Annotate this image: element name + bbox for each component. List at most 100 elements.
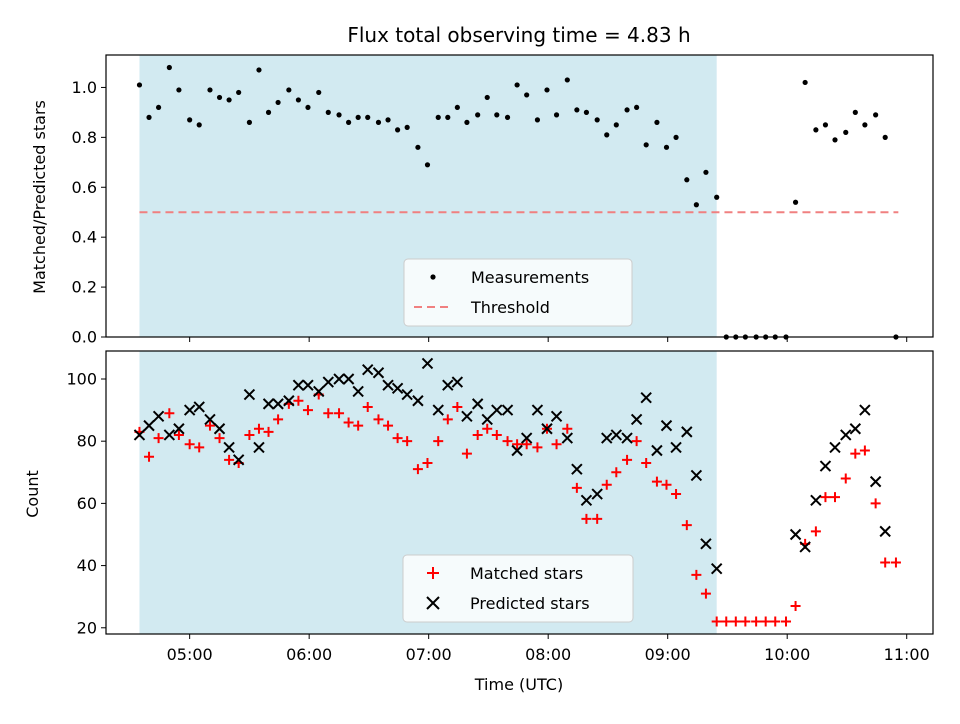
bottom-x-tick-label: 07:00 (406, 645, 452, 664)
predicted-star-point (660, 419, 673, 432)
measurement-point (822, 122, 829, 128)
matched-star-point (452, 401, 463, 412)
legend-measurements-label: Measurements (471, 268, 589, 287)
predicted-star-point (272, 398, 284, 410)
measurement-point (564, 77, 570, 83)
measurement-point (464, 119, 470, 125)
matched-star-point (890, 557, 901, 568)
legend-threshold-label: Threshold (470, 298, 550, 317)
matched-star-point (830, 492, 841, 503)
predicted-star-point (819, 460, 832, 472)
measurement-point (256, 67, 262, 73)
matched-star-point (293, 395, 304, 406)
measurement-point (146, 114, 152, 120)
matched-star-point (373, 414, 384, 425)
matched-star-point (273, 414, 284, 425)
measurement-point (673, 134, 679, 140)
matched-star-point (740, 616, 751, 627)
matched-star-point (611, 467, 622, 478)
predicted-star-point (401, 388, 413, 401)
bottom-x-tick-label: 10:00 (764, 645, 810, 664)
matched-star-point (343, 417, 354, 428)
predicted-star-point (710, 562, 723, 575)
matched-star-point (224, 454, 235, 465)
predicted-star-point (352, 385, 364, 398)
matched-star-point (601, 479, 612, 490)
measurement-point (226, 97, 232, 103)
measurement-point (375, 119, 382, 125)
predicted-star-point (461, 410, 473, 423)
top-y-axis-ticks: 0.0 0.2 0.4 0.6 0.8 1.0 (72, 78, 106, 347)
bottom-y-tick-label: 80 (77, 432, 97, 451)
measurement-point (355, 114, 361, 120)
matched-star-point (253, 423, 264, 434)
measurement-point (544, 87, 550, 93)
predicted-star-point (232, 454, 245, 466)
predicted-star-point (152, 410, 165, 423)
predicted-star-point (491, 404, 503, 416)
measurement-point (663, 144, 670, 150)
measurement-point (316, 89, 322, 96)
measurement-point (802, 79, 808, 86)
predicted-star-point (799, 541, 811, 553)
matched-star-point (323, 408, 334, 419)
matched-star-point (521, 439, 532, 450)
legend-matched-marker (427, 567, 439, 579)
measurement-point (187, 117, 193, 123)
bottom-panel: 20 40 60 80 100 05:00 06:00 07:00 08:00 09:00 10:… (23, 350, 934, 694)
matched-star-point (491, 429, 502, 440)
top-y-tick-label: 0.2 (72, 278, 97, 297)
predicted-star-point (204, 413, 216, 426)
measurement-point (336, 112, 342, 118)
measurement-point (583, 109, 590, 115)
measurement-point (703, 169, 709, 175)
measurements-series (136, 64, 899, 340)
chart-title: Flux total observing time = 4.83 h (347, 23, 690, 47)
matched-star-point (402, 436, 413, 447)
bottom-x-tick-label: 06:00 (286, 645, 332, 664)
measurement-point (553, 112, 560, 118)
predicted-star-point (213, 423, 226, 435)
matched-star-point (571, 482, 582, 493)
measurement-point (654, 119, 660, 125)
measurement-point (484, 94, 490, 101)
predicted-star-point (531, 404, 544, 416)
matched-star-point (700, 588, 711, 599)
matched-star-point (810, 526, 821, 537)
matched-star-point (204, 420, 215, 431)
predicted-star-point (262, 398, 275, 410)
predicted-star-point (173, 423, 185, 435)
predicted-star-point (610, 429, 623, 441)
x-axis-label: Time (UTC) (474, 675, 563, 694)
matched-star-point (442, 414, 453, 425)
matched-star-point (412, 464, 423, 475)
predicted-star-point (511, 444, 523, 457)
measurement-point (624, 107, 630, 113)
measurement-point (424, 162, 431, 168)
predicted-star-point (810, 494, 822, 506)
matched-star-point (512, 439, 523, 450)
predicted-star-point (143, 419, 155, 432)
measurement-point (813, 127, 819, 133)
bottom-y-axis-label: Count (23, 470, 42, 518)
measurement-point (435, 114, 441, 120)
matched-star-point (751, 616, 762, 627)
measurement-point (136, 82, 143, 88)
measurement-point (305, 104, 311, 111)
predicted-star-point (471, 398, 484, 410)
predicted-star-point (223, 441, 235, 454)
measurement-point (454, 104, 460, 111)
predicted-star-point (789, 528, 802, 541)
measurement-point (246, 119, 253, 125)
measurement-point (155, 104, 162, 111)
matched-star-point (472, 429, 483, 440)
measurement-point (843, 129, 849, 135)
predicted-star-point (133, 429, 146, 441)
top-y-tick-label: 0.6 (72, 178, 97, 197)
matched-star-point (730, 616, 741, 627)
measurement-point (365, 114, 371, 120)
matched-star-point (214, 433, 225, 444)
predicted-star-point (382, 379, 394, 391)
predicted-star-point (243, 388, 256, 401)
matched-star-point (173, 429, 184, 440)
